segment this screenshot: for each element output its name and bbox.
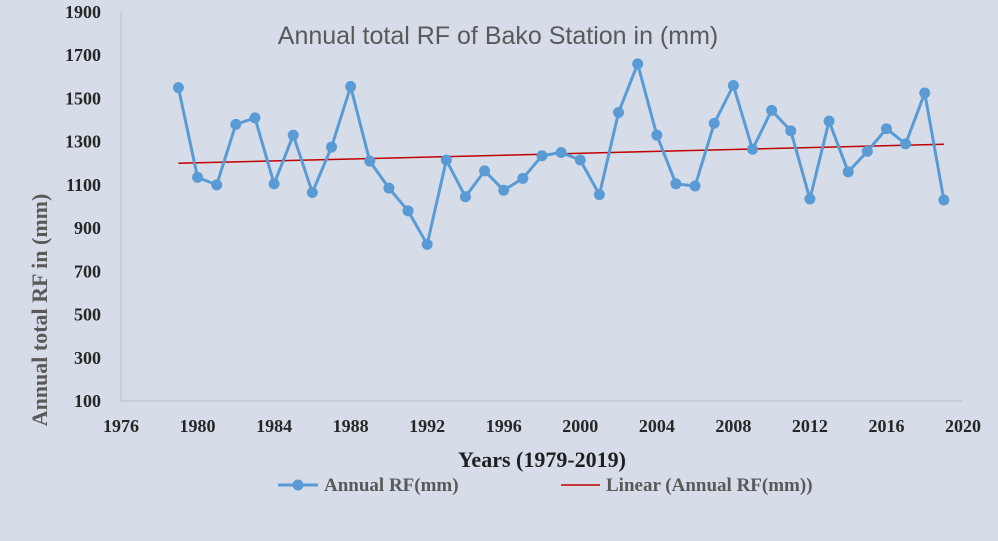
data-point	[517, 172, 529, 184]
data-point	[651, 129, 663, 141]
data-point	[632, 58, 644, 70]
data-point	[670, 178, 682, 190]
y-tick-label: 100	[74, 391, 101, 411]
x-tick-label: 1984	[256, 416, 292, 436]
data-point	[192, 171, 204, 183]
legend-item-series: Annual RF(mm)	[278, 475, 459, 496]
data-point	[727, 79, 739, 91]
x-tick-label: 2020	[945, 416, 981, 436]
y-tick-label: 1900	[65, 2, 101, 22]
legend-series-label: Annual RF(mm)	[324, 475, 459, 496]
x-tick-label: 2008	[715, 416, 751, 436]
data-point	[900, 138, 912, 150]
y-tick-label: 900	[74, 218, 101, 238]
legend-trendline-label: Linear (Annual RF(mm))	[606, 475, 813, 496]
x-tick-label: 1996	[486, 416, 522, 436]
data-point	[498, 184, 510, 196]
legend: Annual RF(mm) Linear (Annual RF(mm))	[278, 475, 813, 496]
data-point	[766, 104, 778, 116]
data-point	[364, 155, 376, 167]
data-point	[249, 112, 261, 124]
y-axis-title: Annual total RF in (mm)	[27, 194, 52, 427]
x-tick-label: 2016	[868, 416, 904, 436]
data-point	[842, 166, 854, 178]
data-point	[479, 165, 491, 177]
data-point	[268, 178, 280, 190]
x-tick-label: 2012	[792, 416, 828, 436]
legend-item-trendline: Linear (Annual RF(mm))	[561, 475, 813, 496]
chart-title: Annual total RF of Bako Station in (mm)	[278, 22, 718, 50]
data-point	[613, 106, 625, 118]
x-tick-labels: 1976 1980 1984 1988 1992 1996 2000 2004 2008 2012…	[103, 416, 981, 436]
series-markers	[172, 58, 950, 250]
y-tick-label: 1700	[65, 45, 101, 65]
data-point	[383, 182, 395, 194]
data-point	[459, 191, 471, 203]
data-point	[861, 145, 873, 157]
y-tick-label: 500	[74, 305, 101, 325]
data-point	[880, 123, 892, 135]
data-point	[536, 150, 548, 162]
data-point	[919, 87, 931, 99]
data-point	[345, 81, 357, 93]
x-tick-label: 2000	[562, 416, 598, 436]
y-tick-label: 700	[74, 261, 101, 281]
data-point	[230, 118, 242, 130]
data-point	[211, 179, 223, 191]
x-tick-label: 1988	[333, 416, 369, 436]
data-point	[440, 154, 452, 166]
data-point	[593, 189, 605, 201]
y-tick-label: 1500	[65, 88, 101, 108]
x-tick-label: 2004	[639, 416, 675, 436]
legend-series-marker	[292, 479, 304, 491]
data-point	[306, 186, 318, 198]
data-point	[574, 154, 586, 166]
data-point	[708, 117, 720, 129]
data-point	[402, 205, 414, 217]
y-tick-labels: 100 300 500 700 900 1100 1300 1500 1700 1900	[65, 2, 101, 411]
data-point	[785, 125, 797, 137]
y-tick-label: 300	[74, 348, 101, 368]
y-tick-label: 1100	[66, 175, 101, 195]
data-point	[747, 143, 758, 155]
data-point	[326, 141, 337, 153]
data-point	[421, 238, 433, 250]
x-tick-label: 1976	[103, 416, 139, 436]
data-point	[804, 193, 816, 205]
y-tick-label: 1300	[65, 132, 101, 152]
x-axis-title: Years (1979-2019)	[458, 447, 626, 472]
data-point	[555, 146, 567, 158]
data-point	[172, 82, 184, 94]
data-point	[823, 115, 835, 127]
x-tick-label: 1980	[180, 416, 216, 436]
data-point	[287, 129, 299, 141]
data-point	[938, 194, 950, 206]
x-tick-label: 1992	[409, 416, 445, 436]
data-point	[689, 180, 701, 192]
